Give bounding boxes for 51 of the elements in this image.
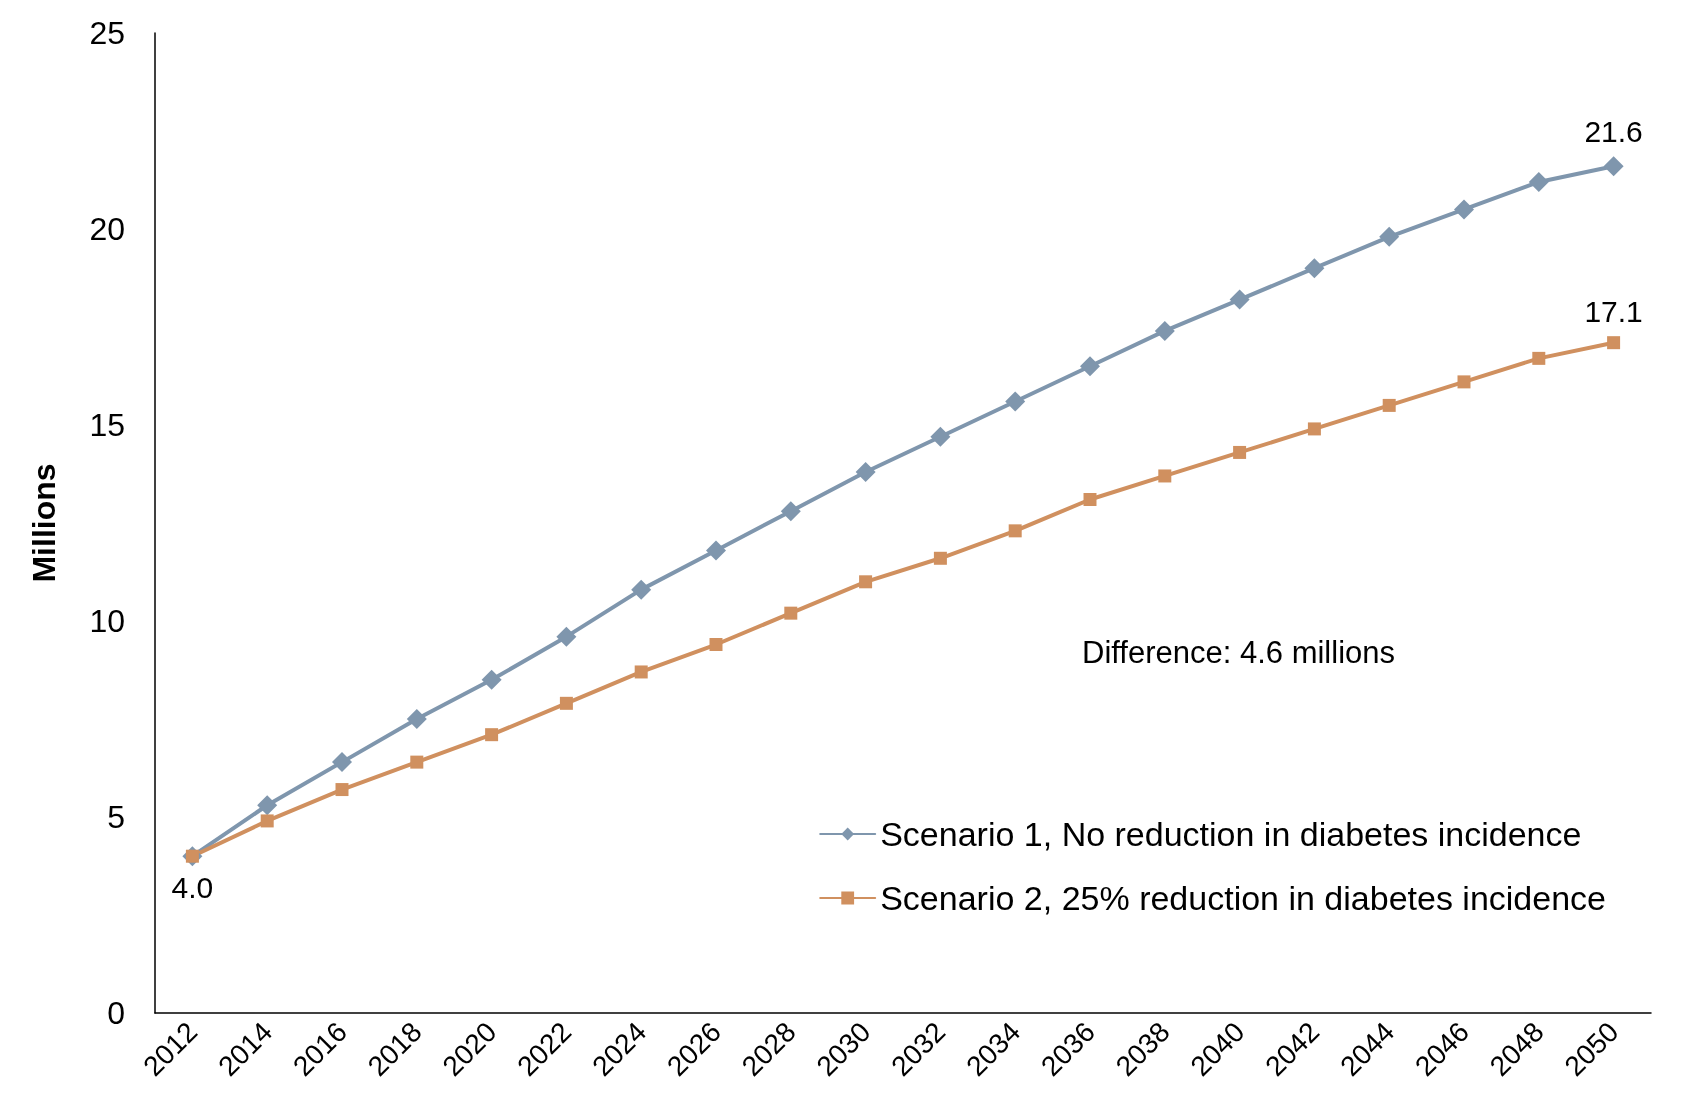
y-tick-label: 10: [89, 603, 125, 639]
data-label: 17.1: [1584, 294, 1643, 328]
point: [1532, 351, 1546, 365]
point: [1233, 445, 1247, 459]
point: [780, 501, 801, 522]
point: [1603, 156, 1624, 177]
point: [332, 752, 352, 773]
point: [706, 540, 726, 561]
data-label: 21.6: [1584, 114, 1643, 148]
point: [1158, 469, 1172, 483]
point: [1379, 226, 1400, 247]
point: [335, 783, 349, 797]
y-tick-label: 25: [89, 15, 125, 51]
data-label: 4.0: [171, 871, 214, 905]
point: [634, 665, 648, 679]
point: [855, 462, 876, 483]
point: [631, 579, 652, 600]
y-tick-label: 20: [89, 211, 125, 247]
point: [709, 638, 723, 652]
point: [1229, 289, 1250, 310]
legend-label: Scenario 2, 25% reduction in diabetes incidence: [880, 879, 1607, 917]
y-tick-label: 5: [107, 799, 125, 835]
point: [481, 669, 502, 690]
annotation: Difference: 4.6 millions: [1082, 635, 1396, 670]
point: [559, 696, 573, 710]
point: [257, 795, 278, 816]
point: [260, 814, 274, 828]
point: [556, 626, 577, 647]
point: [485, 728, 499, 742]
point: [406, 709, 427, 729]
point: [859, 575, 873, 589]
point: [1528, 171, 1549, 192]
point: [1080, 356, 1100, 377]
point: [1304, 258, 1325, 279]
y-axis-title: Millions: [26, 463, 62, 583]
y-tick-label: 15: [89, 407, 125, 443]
point: [1154, 320, 1175, 341]
legend-label: Scenario 1, No reduction in diabetes incidence: [880, 815, 1582, 853]
point: [1457, 375, 1471, 389]
point: [930, 426, 951, 447]
point: [1382, 398, 1396, 412]
point: [1083, 492, 1097, 506]
y-tick-label: 0: [107, 995, 125, 1031]
point: [933, 551, 947, 565]
point: [410, 755, 424, 769]
point: [784, 606, 798, 620]
point: [1607, 336, 1621, 350]
point: [1454, 199, 1474, 220]
point: [1307, 422, 1321, 436]
point: [1008, 524, 1022, 538]
point: [1005, 391, 1026, 412]
